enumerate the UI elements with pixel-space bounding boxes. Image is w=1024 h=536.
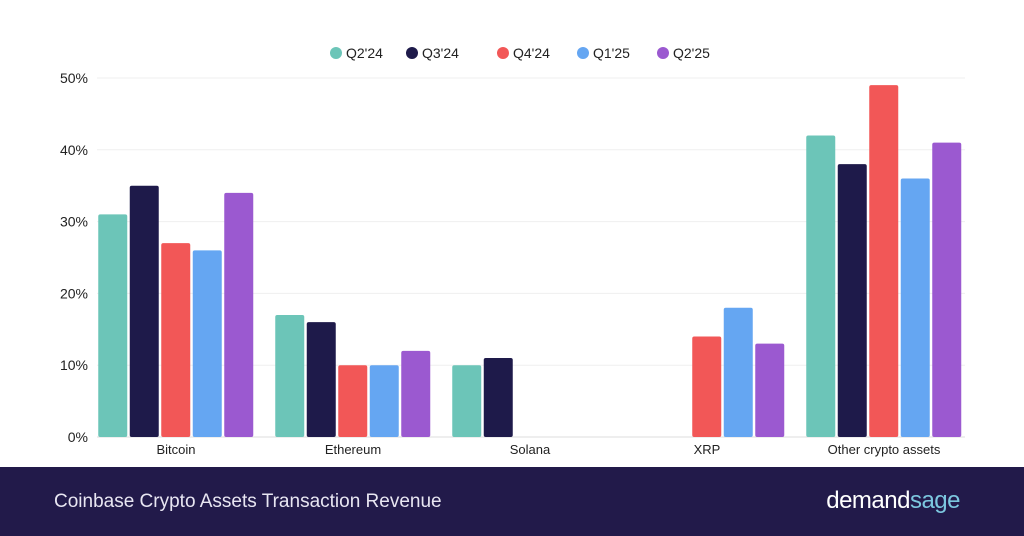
x-tick-label: Solana (510, 442, 551, 457)
x-tick-label: Bitcoin (156, 442, 195, 457)
bar-xrp-3 (723, 307, 753, 437)
bar-ethereum-2 (338, 365, 368, 437)
y-tick-label: 40% (60, 142, 88, 158)
x-tick-label: Other crypto assets (828, 442, 941, 457)
bar-other-crypto-assets-1 (837, 164, 867, 437)
footer: Coinbase Crypto Assets Transaction Reven… (0, 467, 1024, 536)
legend-label: Q3'24 (422, 45, 459, 61)
legend-marker (657, 47, 669, 59)
chart-title: Coinbase Crypto Assets Transaction Reven… (54, 491, 442, 512)
bar-other-crypto-assets-2 (869, 85, 899, 438)
bar-ethereum-1 (306, 322, 336, 437)
legend-label: Q4'24 (513, 45, 550, 61)
bar-xrp-4 (755, 343, 785, 437)
y-tick-label: 0% (68, 429, 88, 445)
legend-marker (406, 47, 418, 59)
y-tick-label: 10% (60, 357, 88, 373)
y-tick-label: 50% (60, 70, 88, 86)
bar-other-crypto-assets-0 (806, 135, 836, 437)
bar-bitcoin-4 (224, 192, 254, 437)
bar-bitcoin-3 (192, 250, 222, 437)
bar-xrp-2 (692, 336, 722, 437)
y-tick-label: 30% (60, 214, 88, 230)
bar-ethereum-0 (275, 314, 305, 437)
x-tick-label: Ethereum (325, 442, 381, 457)
bar-ethereum-4 (401, 350, 431, 437)
bar-bitcoin-2 (161, 243, 191, 437)
legend-label: Q2'24 (346, 45, 383, 61)
bar-other-crypto-assets-3 (900, 178, 930, 437)
x-tick-label: XRP (694, 442, 721, 457)
bar-ethereum-3 (369, 365, 399, 437)
legend-marker (577, 47, 589, 59)
bar-other-crypto-assets-4 (932, 142, 962, 437)
bar-solana-1 (483, 358, 513, 437)
bar-bitcoin-1 (129, 185, 159, 437)
legend-marker (330, 47, 342, 59)
legend-label: Q1'25 (593, 45, 630, 61)
legend-marker (497, 47, 509, 59)
legend-label: Q2'25 (673, 45, 710, 61)
bar-solana-0 (452, 365, 482, 437)
y-tick-label: 20% (60, 285, 88, 301)
bar-bitcoin-0 (98, 214, 128, 437)
bar-chart: 0% 10% 20% 30% 40% 50% Bitcoin Ethereum Solana XR… (60, 45, 965, 457)
demandsage-logo: demandsage (826, 487, 960, 514)
